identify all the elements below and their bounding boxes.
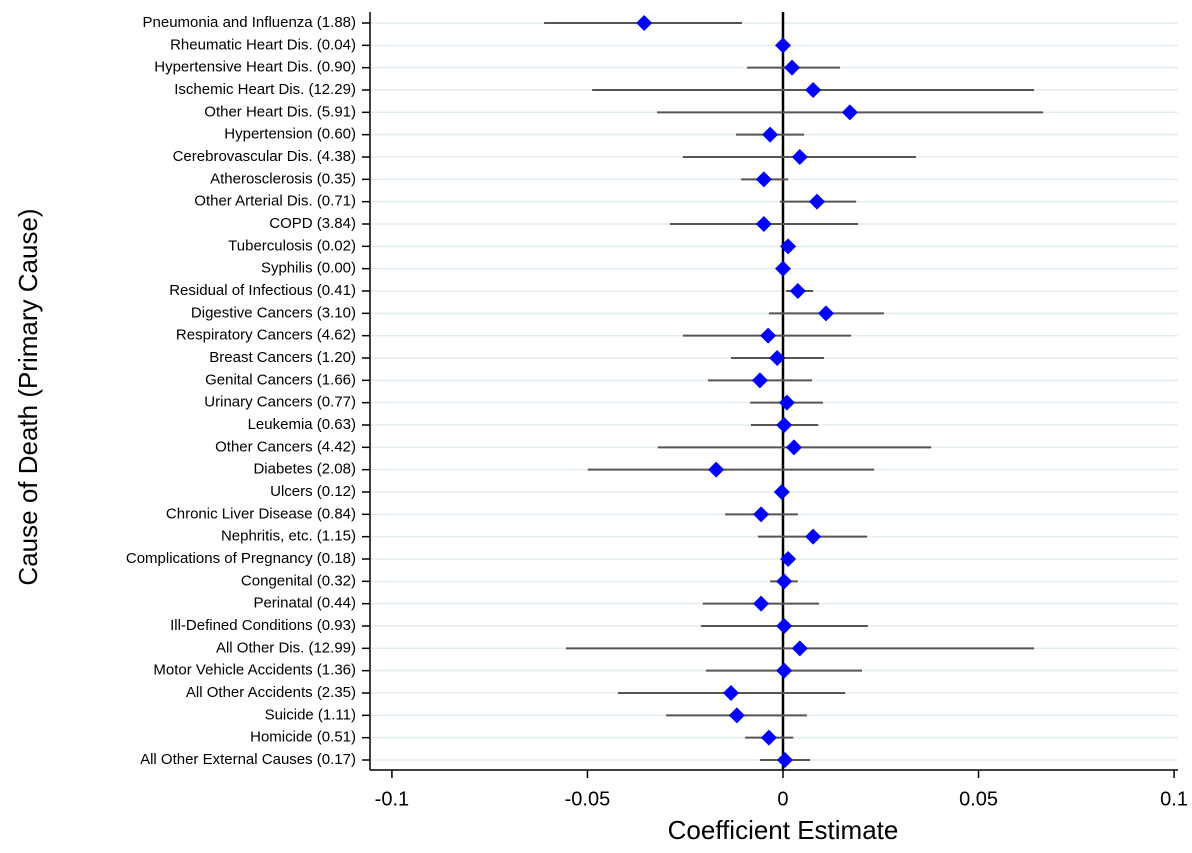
point-estimate <box>728 707 745 724</box>
y-tick-label: Tuberculosis (0.02) <box>228 237 356 254</box>
y-tick-label: Motor Vehicle Accidents (1.36) <box>153 662 356 679</box>
point-estimate <box>776 417 793 433</box>
y-tick-label: Homicide (0.51) <box>250 729 356 746</box>
y-tick-label: Hypertensive Heart Dis. (0.90) <box>154 59 356 76</box>
point-estimate <box>780 551 797 567</box>
point-estimate <box>760 729 777 746</box>
point-estimate <box>722 685 739 701</box>
point-estimate <box>791 149 808 165</box>
point-estimate <box>778 394 795 411</box>
point-estimate <box>774 260 791 277</box>
y-tick-label: Breast Cancers (1.20) <box>209 349 356 366</box>
y-tick-label: Complications of Pregnancy (0.18) <box>126 550 356 567</box>
y-tick-label: Ulcers (0.12) <box>270 483 356 500</box>
y-axis-title: Cause of Death (Primary Cause) <box>13 208 43 585</box>
point-estimate <box>774 37 791 54</box>
point-estimate <box>636 15 653 31</box>
x-tick-label: 0.1 <box>1160 788 1188 810</box>
y-tick-label: Cerebrovascular Dis. (4.38) <box>173 148 356 165</box>
y-tick-label: Urinary Cancers (0.77) <box>204 394 356 411</box>
point-estimate <box>776 752 793 768</box>
y-tick-label: Chronic Liver Disease (0.84) <box>166 505 356 522</box>
point-estimate <box>780 238 797 255</box>
y-tick-label: Suicide (1.11) <box>265 706 356 723</box>
y-tick-label: Respiratory Cancers (4.62) <box>176 327 356 344</box>
point-estimate <box>753 506 770 523</box>
y-tick-label: Genital Cancers (1.66) <box>205 371 356 388</box>
y-tick-label: Diabetes (2.08) <box>253 461 356 478</box>
point-estimate <box>751 372 768 389</box>
x-tick-label: -0.1 <box>375 788 409 810</box>
point-estimate <box>805 528 822 545</box>
y-tick-label: Atherosclerosis (0.35) <box>210 170 356 187</box>
point-estimate <box>791 640 808 657</box>
x-tick-label: 0 <box>777 788 788 810</box>
point-estimate <box>773 484 790 500</box>
point-estimate <box>841 104 858 121</box>
point-estimate <box>818 305 835 322</box>
y-tick-label: Other Arterial Dis. (0.71) <box>194 193 356 210</box>
y-tick-label: All Other Accidents (2.35) <box>186 684 356 701</box>
x-axis-title: Coefficient Estimate <box>668 815 899 845</box>
y-tick-label: Ischemic Heart Dis. (12.29) <box>174 81 356 98</box>
y-tick-label: Other Cancers (4.42) <box>215 438 356 455</box>
y-tick-label: Nephritis, etc. (1.15) <box>221 528 356 545</box>
x-tick-label: 0.05 <box>959 788 998 810</box>
point-estimate <box>753 595 770 612</box>
y-tick-label: All Other External Causes (0.17) <box>140 751 356 768</box>
point-estimate <box>776 662 793 679</box>
point-estimate <box>785 439 802 456</box>
point-estimate <box>755 216 772 232</box>
point-estimate <box>769 350 786 366</box>
y-tick-label: Leukemia (0.63) <box>248 416 356 433</box>
y-tick-label: Rheumatic Heart Dis. (0.04) <box>170 36 356 53</box>
point-estimate <box>809 193 826 210</box>
point-estimate <box>776 573 793 590</box>
y-tick-label: All Other Dis. (12.99) <box>216 639 356 656</box>
y-tick-label: Digestive Cancers (3.10) <box>191 304 356 321</box>
point-estimate <box>805 82 822 98</box>
y-tick-label: Congenital (0.32) <box>241 572 356 589</box>
y-tick-label: Hypertension (0.60) <box>224 126 356 143</box>
y-tick-label: Other Heart Dis. (5.91) <box>204 103 356 120</box>
point-estimate <box>755 171 772 188</box>
point-estimate <box>762 126 779 143</box>
x-tick-label: -0.05 <box>565 788 611 810</box>
y-tick-label: Pneumonia and Influenza (1.88) <box>143 14 356 31</box>
point-estimate <box>708 461 725 478</box>
y-tick-label: Residual of Infectious (0.41) <box>169 282 356 299</box>
point-estimate <box>783 59 800 76</box>
y-tick-label: COPD (3.84) <box>269 215 356 232</box>
point-estimate <box>789 283 806 299</box>
point-estimate <box>776 618 793 634</box>
point-estimate <box>760 327 777 344</box>
y-tick-label: Ill-Defined Conditions (0.93) <box>170 617 356 634</box>
y-tick-label: Syphilis (0.00) <box>261 260 356 277</box>
y-tick-label: Perinatal (0.44) <box>253 595 356 612</box>
